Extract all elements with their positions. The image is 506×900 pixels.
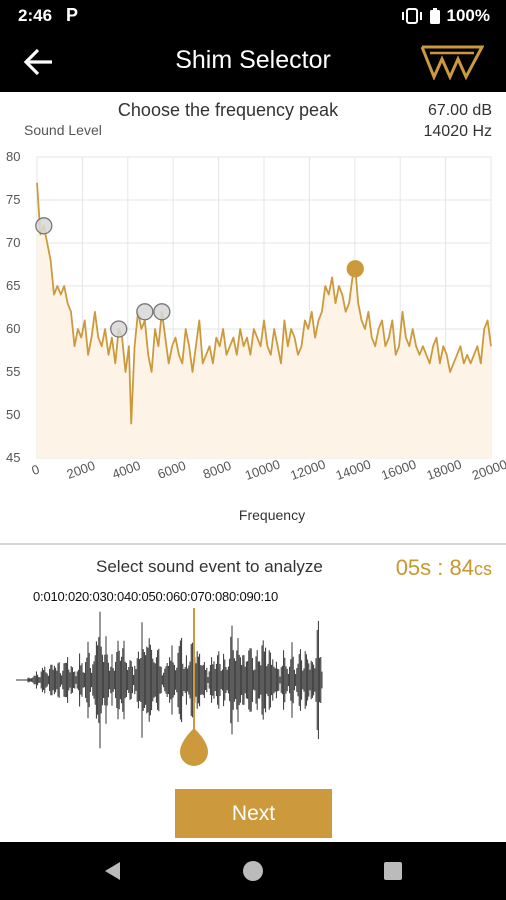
app-bar: Shim Selector [0,32,506,92]
x-tick-label: 16000 [379,457,418,483]
chart-title: Choose the frequency peak [117,100,339,120]
y-tick-label: 65 [6,278,20,293]
timer-cs: 84 [449,555,474,580]
timer-cs-unit: cs [474,559,492,579]
square-recents-icon[interactable] [383,861,403,881]
x-tick-label: 12000 [288,457,327,483]
waveform-panel: Select sound event to analyze 05s : 84cs… [0,545,506,842]
readout-hz: 14020 Hz [423,123,493,140]
x-tick-label: 18000 [425,457,464,483]
circle-home-icon[interactable] [241,859,265,883]
timer-s-unit: s [420,555,432,580]
time-readout: 05s : 84cs [396,555,492,581]
y-tick-label: 75 [6,192,20,207]
battery-icon [429,8,440,24]
y-tick-label: 55 [6,364,20,379]
y-axis-label: Sound Level [24,122,102,138]
brand-logo-icon[interactable] [420,44,484,80]
peak-marker[interactable] [35,217,53,235]
x-tick-label: 6000 [156,458,188,482]
y-tick-label: 70 [6,235,20,250]
waveform-title: Select sound event to analyze [96,557,323,576]
x-tick-label: 0 [29,461,41,478]
spectrum-line [36,182,492,425]
status-bar: 2:46 P 100% [0,0,506,32]
time-axis-labels: 0:010:020:030:040:050:060:070:080:090:10 [33,589,279,604]
vibrate-icon [401,8,422,24]
notification-icon: P [66,5,79,25]
page-title: Shim Selector [175,46,331,74]
timer-separator: : [431,555,450,580]
waveform[interactable] [0,600,506,840]
selected-peak-marker[interactable] [346,260,364,278]
next-button[interactable]: Next [175,789,332,838]
x-tick-label: 20000 [470,457,506,483]
status-time: 2:46 [18,6,53,25]
triangle-back-icon[interactable] [102,860,124,882]
x-tick-label: 2000 [65,458,97,482]
peak-readout: 67.00 dB 14020 Hz [424,100,493,142]
y-tick-label: 45 [6,450,20,465]
y-tick-label: 50 [6,407,20,422]
readout-db: 67.00 dB [427,102,492,119]
peak-marker[interactable] [110,320,128,338]
peak-marker[interactable] [153,303,171,321]
x-tick-label: 14000 [334,457,373,483]
peak-marker[interactable] [136,303,154,321]
x-tick-label: 4000 [110,458,142,482]
y-tick-label: 60 [6,321,20,336]
y-tick-label: 80 [6,149,20,164]
battery-percent: 100% [446,6,490,25]
spectrum-chart[interactable]: 45 50 55 60 65 70 75 80 0 2000 4000 6000 8000 10000 12… [0,92,506,544]
x-axis-label: Frequency [239,507,305,523]
timer-seconds: 05 [395,555,421,580]
playhead-handle[interactable] [180,728,208,766]
x-tick-label: 8000 [201,458,233,482]
status-right: 100% [401,6,490,26]
navigation-bar [0,842,506,900]
arrow-left-icon[interactable] [22,46,56,78]
waveform-trace [27,611,323,749]
spectrum-panel: Choose the frequency peak Sound Level 67… [0,92,506,544]
x-tick-label: 10000 [243,457,282,483]
section-divider [0,543,506,545]
